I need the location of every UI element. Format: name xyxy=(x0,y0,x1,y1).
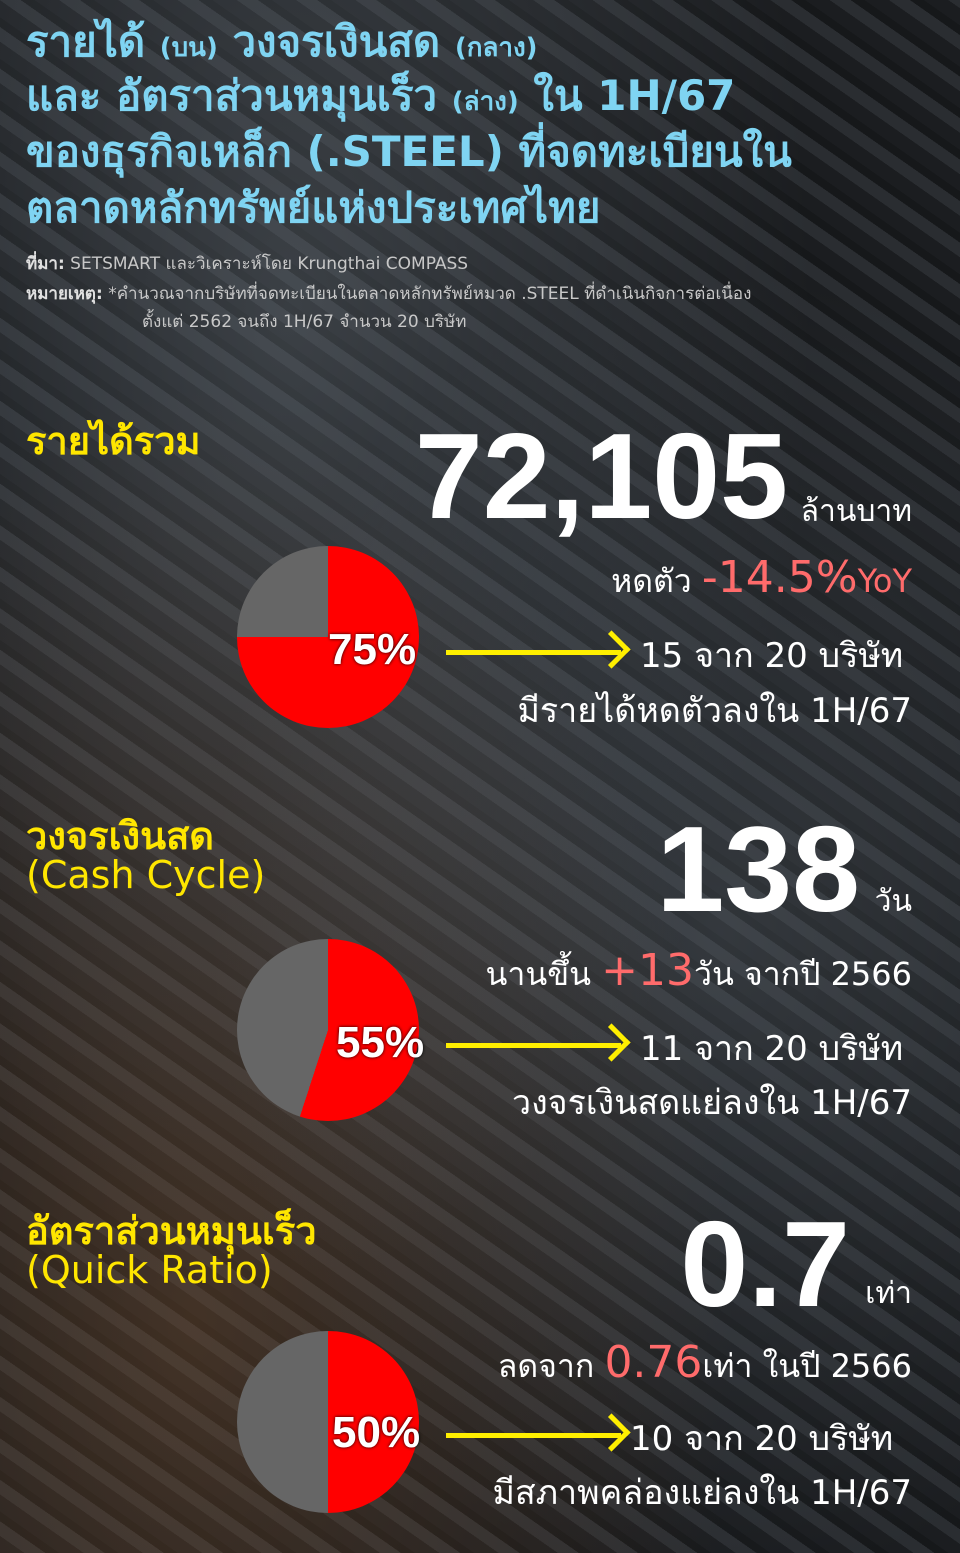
change-line: หดตัว -14.5%YoY xyxy=(611,552,912,607)
company-count: 10 จาก 20 บริษัท xyxy=(630,1419,894,1459)
metric-unit: วัน xyxy=(874,884,912,919)
count-description: มีสภาพคล่องแย่ลงใน 1H/67 xyxy=(492,1473,912,1513)
remark-label: หมายเหตุ: xyxy=(26,284,103,304)
metric-value: 72,105 xyxy=(414,408,788,544)
metric-unit: เท่า xyxy=(865,1276,912,1311)
title-text: วงจรเงินสด xyxy=(232,17,441,66)
remark-text: *คำนวณจากบริษัทที่จดทะเบียนในตลาดหลักทรั… xyxy=(108,284,752,304)
count-description: วงจรเงินสดแย่ลงใน 1H/67 xyxy=(511,1083,912,1123)
section-heading: อัตราส่วนหมุนเร็ว xyxy=(26,1209,317,1253)
arrow-right-icon xyxy=(446,1043,621,1048)
pie-percent-label: 50% xyxy=(332,1408,421,1457)
arrow-right-icon xyxy=(446,650,621,655)
change-value: +13 xyxy=(601,945,694,996)
change-suffix: วัน จากปี 2566 xyxy=(693,955,912,993)
title-line-2: และ อัตราส่วนหมุนเร็ว (ล่าง) ใน 1H/67 xyxy=(26,68,735,130)
change-prefix: ลดจาก xyxy=(497,1347,595,1385)
pie-percent-label: 75% xyxy=(328,625,417,674)
change-line: นานขึ้น +13วัน จากปี 2566 xyxy=(485,945,912,1000)
count-description: มีรายได้หดตัวลงใน 1H/67 xyxy=(517,691,912,731)
pie-chart xyxy=(237,939,419,1121)
change-suffix: YoY xyxy=(857,562,912,600)
pie-chart xyxy=(237,546,419,728)
title-text: และ อัตราส่วนหมุนเร็ว xyxy=(26,71,438,120)
change-line: ลดจาก 0.76เท่า ในปี 2566 xyxy=(498,1337,912,1392)
title-note: (ล่าง) xyxy=(451,87,519,117)
change-value: -14.5% xyxy=(701,552,858,603)
title-note: (บน) xyxy=(159,33,218,63)
source-text: SETSMART และวิเคราะห์โดย Krungthai COMPA… xyxy=(70,254,469,274)
company-count: 11 จาก 20 บริษัท xyxy=(640,1029,904,1069)
title-text: รายได้ xyxy=(26,17,146,66)
section-subheading: (Quick Ratio) xyxy=(26,1248,273,1292)
remark-note-2: ตั้งแต่ 2562 จนถึง 1H/67 จำนวน 20 บริษัท xyxy=(142,312,467,332)
source-label: ที่มา: xyxy=(26,254,65,274)
change-suffix: เท่า ในปี 2566 xyxy=(702,1347,912,1385)
pie-chart xyxy=(237,1331,419,1513)
change-prefix: หดตัว xyxy=(611,562,692,600)
change-prefix: นานขึ้น xyxy=(485,955,591,993)
section-subheading: (Cash Cycle) xyxy=(26,853,266,897)
arrow-right-icon xyxy=(446,1433,621,1438)
pie-percent-label: 55% xyxy=(336,1018,425,1067)
metric-value: 138 xyxy=(656,801,860,937)
title-line-3: ของธุรกิจเหล็ก (.STEEL) ที่จดทะเบียนใน xyxy=(26,127,792,176)
section-heading: รายได้รวม xyxy=(26,419,201,463)
metric-unit: ล้านบาท xyxy=(800,494,912,529)
title-line-1: รายได้ (บน) วงจรเงินสด (กลาง) xyxy=(26,14,538,76)
title-line-4: ตลาดหลักทรัพย์แห่งประเทศไทย xyxy=(26,183,601,232)
section-heading: วงจรเงินสด xyxy=(26,814,214,858)
company-count: 15 จาก 20 บริษัท xyxy=(640,636,904,676)
title-text: ใน 1H/67 xyxy=(533,71,736,120)
change-value: 0.76 xyxy=(604,1337,703,1388)
title-note: (กลาง) xyxy=(454,33,538,63)
source-note: ที่มา: SETSMART และวิเคราะห์โดย Krungtha… xyxy=(26,250,468,277)
remark-note: หมายเหตุ: *คำนวณจากบริษัทที่จดทะเบียนในต… xyxy=(26,280,751,307)
metric-value: 0.7 xyxy=(680,1196,850,1332)
